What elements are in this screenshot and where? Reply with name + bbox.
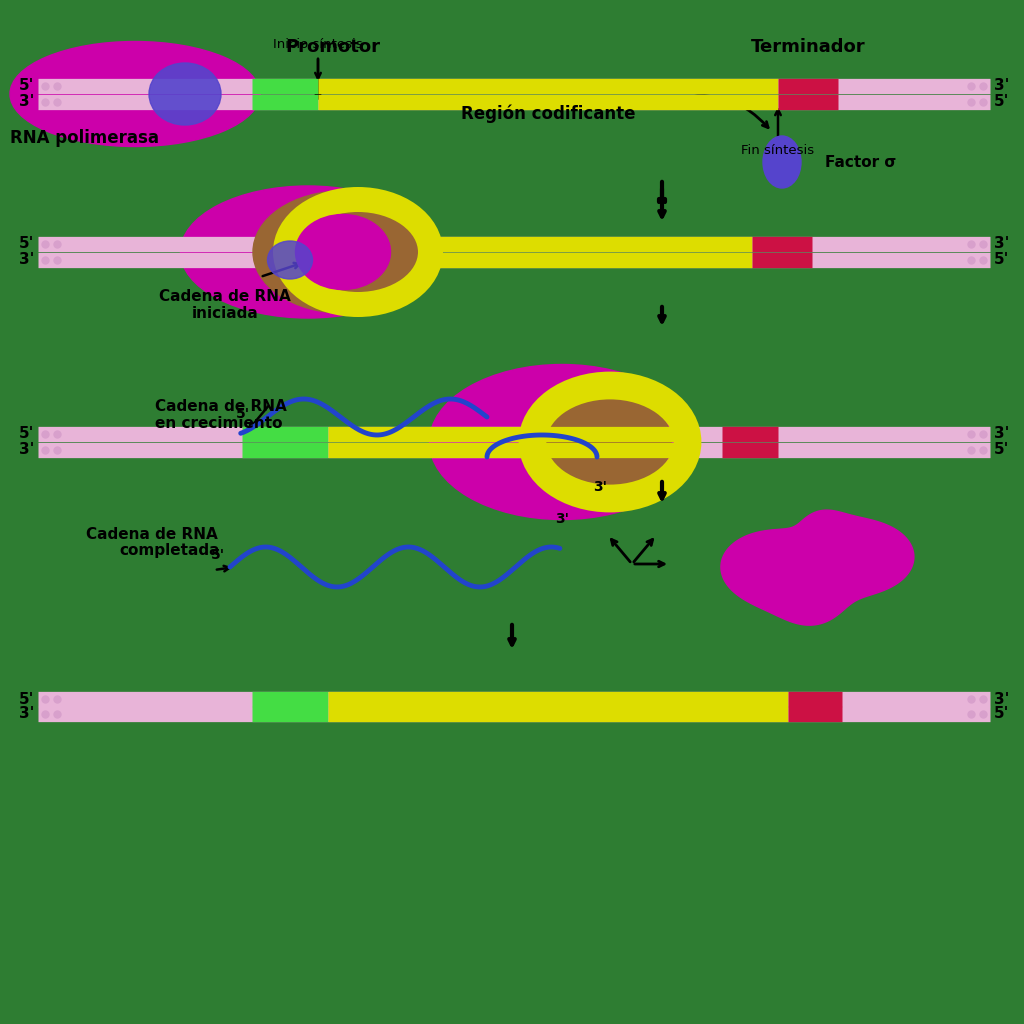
Text: 5': 5' xyxy=(18,237,34,252)
Text: 3': 3' xyxy=(18,253,34,267)
Text: Cadena de RNA
iniciada: Cadena de RNA iniciada xyxy=(159,289,291,322)
Text: 5': 5' xyxy=(994,707,1010,722)
Text: 5': 5' xyxy=(18,79,34,93)
Text: 3': 3' xyxy=(994,691,1010,707)
Text: 3': 3' xyxy=(18,94,34,110)
Text: 3': 3' xyxy=(994,427,1010,441)
Text: Región codificante: Región codificante xyxy=(461,104,635,123)
Text: 5': 5' xyxy=(994,94,1010,110)
Text: Fin síntesis: Fin síntesis xyxy=(741,144,814,157)
Text: RNA polimerasa: RNA polimerasa xyxy=(10,129,160,147)
Text: 3': 3' xyxy=(593,480,607,494)
Text: completada: completada xyxy=(120,543,220,558)
Text: 5': 5' xyxy=(18,427,34,441)
Ellipse shape xyxy=(253,191,433,313)
Ellipse shape xyxy=(296,214,390,290)
Text: 5': 5' xyxy=(994,253,1010,267)
Polygon shape xyxy=(721,510,913,626)
Text: 5': 5' xyxy=(994,442,1010,458)
Ellipse shape xyxy=(529,390,671,494)
Text: 5': 5' xyxy=(18,691,34,707)
Text: 5': 5' xyxy=(211,548,225,562)
Text: Cadena de RNA
en crecimiento: Cadena de RNA en crecimiento xyxy=(155,399,287,431)
Text: 3': 3' xyxy=(18,442,34,458)
Text: Cadena de RNA: Cadena de RNA xyxy=(86,527,218,542)
Ellipse shape xyxy=(763,136,801,188)
Ellipse shape xyxy=(429,365,694,519)
Text: 3': 3' xyxy=(994,237,1010,252)
Ellipse shape xyxy=(180,186,435,318)
Text: 3': 3' xyxy=(555,512,569,526)
Text: 3': 3' xyxy=(994,79,1010,93)
Text: Factor σ: Factor σ xyxy=(825,155,896,170)
Text: Inicio síntesis: Inicio síntesis xyxy=(273,38,362,51)
Text: 3': 3' xyxy=(18,707,34,722)
Text: 5': 5' xyxy=(236,408,250,421)
Ellipse shape xyxy=(10,42,260,146)
Ellipse shape xyxy=(267,241,312,279)
Ellipse shape xyxy=(150,63,221,125)
Text: Terminador: Terminador xyxy=(751,38,865,56)
Text: Promotor: Promotor xyxy=(285,38,380,56)
